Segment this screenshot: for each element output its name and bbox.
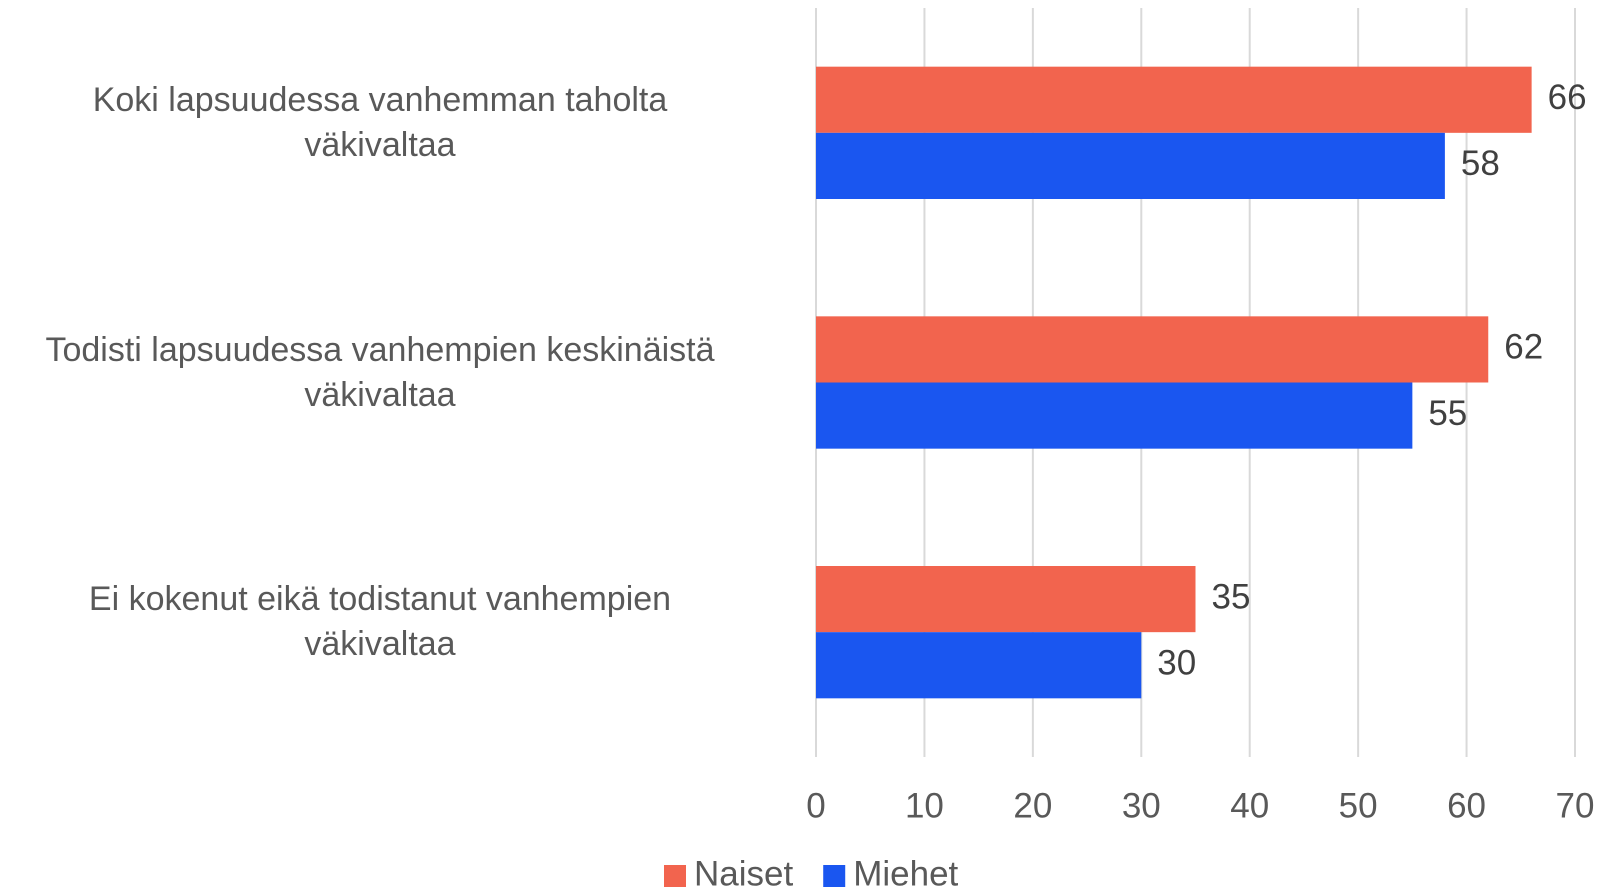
bar (816, 316, 1489, 383)
bar (816, 382, 1413, 449)
legend-swatch (664, 865, 686, 887)
bar (816, 132, 1445, 199)
value-label: 62 (1504, 328, 1543, 367)
value-label: 30 (1157, 643, 1196, 682)
value-label: 55 (1428, 394, 1467, 433)
x-tick-label: 60 (1447, 786, 1486, 825)
x-tick-label: 10 (905, 786, 944, 825)
bar (816, 66, 1532, 133)
category-label: Ei kokenut eikä todistanut vanhempien vä… (88, 580, 672, 664)
x-tick-label: 40 (1230, 786, 1269, 825)
x-tick-label: 30 (1122, 786, 1161, 825)
value-label: 35 (1212, 577, 1251, 616)
bar (816, 566, 1196, 633)
bar (816, 632, 1142, 699)
legend-swatch (823, 865, 846, 887)
category-label: Koki lapsuudessa vanhemman taholta väkiv… (92, 80, 668, 164)
x-tick-label: 50 (1339, 786, 1378, 825)
x-tick-label: 20 (1013, 786, 1052, 825)
category-label: Todisti lapsuudessa vanhempien keskinäis… (45, 330, 715, 414)
legend-label: Naiset (694, 854, 793, 890)
value-label: 58 (1461, 144, 1500, 183)
x-tick-label: 0 (806, 786, 825, 825)
legend-label: Miehet (853, 854, 958, 890)
x-tick-label: 70 (1556, 786, 1595, 825)
value-label: 66 (1548, 78, 1587, 117)
